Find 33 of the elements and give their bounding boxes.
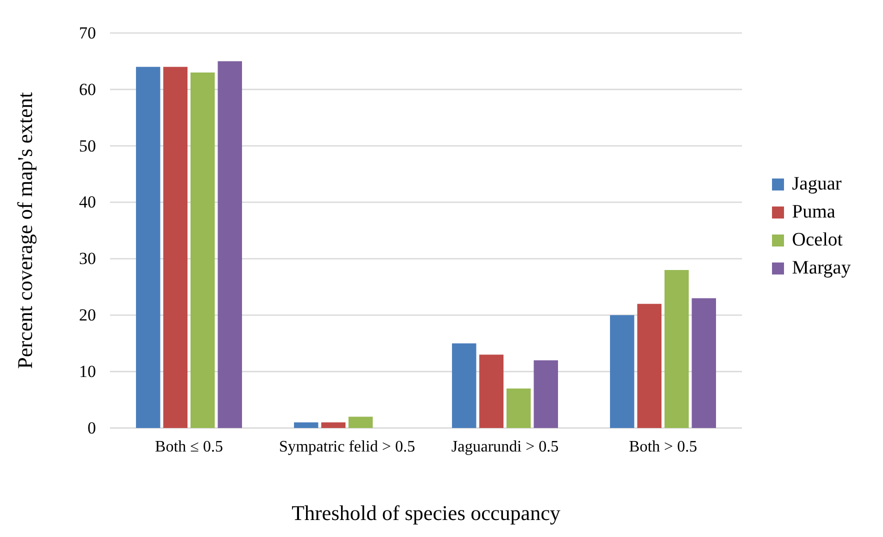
bar xyxy=(610,315,634,428)
bar xyxy=(190,72,215,428)
y-tick-label: 0 xyxy=(88,418,96,438)
y-tick-label: 50 xyxy=(79,136,96,156)
bar xyxy=(452,343,476,428)
bar xyxy=(294,422,318,428)
bar xyxy=(664,270,689,428)
y-tick-label: 70 xyxy=(79,23,96,42)
y-tick-label: 60 xyxy=(79,80,96,99)
bar xyxy=(163,66,188,428)
legend-label: Puma xyxy=(792,202,836,222)
x-tick-label: Sympatric felid > 0.5 xyxy=(278,438,416,456)
bar xyxy=(637,304,662,428)
y-axis-title: Percent coverage of map's extent xyxy=(13,92,37,369)
legend-label: Margay xyxy=(792,258,852,278)
y-tick-label: 30 xyxy=(79,249,96,268)
y-tick-label: 40 xyxy=(79,192,96,212)
x-tick-label: Jaguarundi > 0.5 xyxy=(451,438,559,456)
y-tick-label: 10 xyxy=(79,362,96,382)
bar xyxy=(506,388,531,428)
bar xyxy=(479,354,504,428)
legend-label: Ocelot xyxy=(792,230,844,250)
x-axis-title: Threshold of species occupancy xyxy=(292,501,561,525)
bar xyxy=(321,422,346,428)
x-tick-label: Both ≤ 0.5 xyxy=(155,438,223,456)
bar xyxy=(218,61,242,428)
bar xyxy=(136,66,160,428)
x-tick-label: Both > 0.5 xyxy=(628,438,698,456)
bar xyxy=(534,360,558,428)
bar xyxy=(348,416,373,428)
bar xyxy=(692,298,716,428)
y-tick-label: 20 xyxy=(79,306,96,325)
legend-label: Jaguar xyxy=(792,174,842,194)
